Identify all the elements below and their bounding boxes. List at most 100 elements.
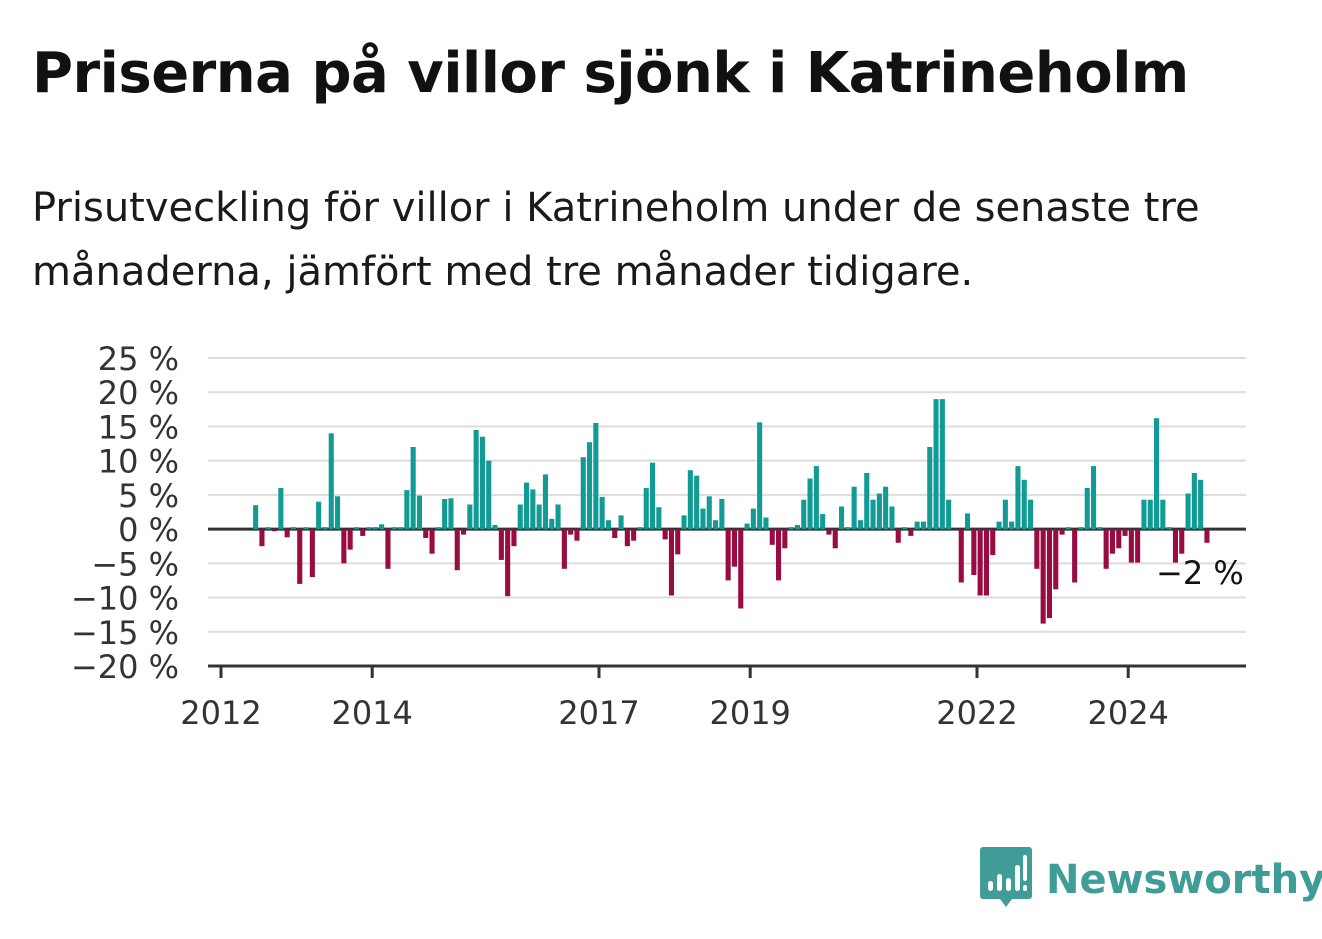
bar bbox=[404, 490, 410, 530]
bar bbox=[895, 529, 901, 543]
bar bbox=[524, 482, 530, 530]
bar bbox=[1185, 493, 1191, 530]
bar bbox=[643, 488, 649, 530]
chart-speech-bubble-icon bbox=[980, 846, 1032, 914]
bar bbox=[946, 499, 952, 530]
bar bbox=[1084, 488, 1090, 530]
bar bbox=[996, 521, 1002, 530]
bar bbox=[1015, 466, 1021, 530]
bar bbox=[568, 529, 574, 535]
bar bbox=[517, 504, 523, 530]
bar bbox=[990, 529, 996, 556]
bar bbox=[624, 529, 630, 547]
bar bbox=[347, 529, 353, 550]
bar bbox=[769, 529, 775, 545]
bar bbox=[839, 506, 845, 530]
bar bbox=[731, 529, 737, 567]
y-tick-label: −20 % bbox=[71, 648, 179, 686]
y-tick-label: 20 % bbox=[98, 374, 179, 412]
x-tick-label: 2012 bbox=[180, 694, 261, 730]
bar bbox=[750, 508, 756, 530]
bar bbox=[259, 529, 265, 547]
bar bbox=[763, 517, 769, 530]
bar bbox=[253, 505, 259, 530]
bar bbox=[486, 460, 492, 530]
bar bbox=[1191, 473, 1197, 530]
bar bbox=[902, 527, 908, 530]
bar bbox=[958, 529, 964, 583]
bar bbox=[631, 529, 637, 541]
bar bbox=[1141, 499, 1147, 530]
bar bbox=[605, 520, 611, 530]
chart-title: Priserna på villor sjönk i Katrineholm bbox=[32, 41, 1189, 106]
bar bbox=[1166, 527, 1172, 530]
bar bbox=[656, 507, 662, 530]
bar bbox=[511, 529, 517, 547]
bar bbox=[725, 529, 731, 581]
bar bbox=[284, 529, 290, 538]
bar bbox=[883, 486, 889, 530]
bar bbox=[612, 529, 618, 538]
bar bbox=[1021, 479, 1027, 530]
bar bbox=[498, 529, 504, 560]
bar bbox=[807, 478, 813, 530]
bar bbox=[1053, 529, 1059, 590]
bar bbox=[1009, 521, 1015, 530]
bar bbox=[713, 520, 719, 530]
bar bbox=[599, 496, 605, 530]
bar bbox=[335, 496, 341, 530]
bar bbox=[580, 457, 586, 530]
bar bbox=[461, 529, 467, 535]
bar bbox=[1154, 418, 1160, 530]
bar bbox=[278, 488, 284, 530]
bar bbox=[303, 527, 309, 530]
bar bbox=[574, 529, 580, 541]
bar bbox=[1091, 466, 1097, 530]
bar bbox=[618, 515, 624, 530]
y-tick-label: −5 % bbox=[91, 545, 179, 583]
newsworthy-logo: Newsworthy bbox=[980, 846, 1322, 914]
y-tick-label: 10 % bbox=[98, 443, 179, 481]
y-tick-label: −10 % bbox=[71, 580, 179, 618]
bar bbox=[435, 527, 441, 530]
bar bbox=[662, 529, 668, 540]
bar bbox=[650, 462, 656, 530]
bar bbox=[454, 529, 460, 571]
bar bbox=[1059, 529, 1065, 535]
bar bbox=[813, 466, 819, 530]
bar bbox=[536, 504, 542, 530]
gridlines bbox=[208, 357, 1246, 633]
bar bbox=[939, 399, 945, 530]
bar bbox=[983, 529, 989, 596]
bar bbox=[794, 525, 800, 530]
bar bbox=[391, 527, 397, 530]
x-tick-label: 2024 bbox=[1087, 694, 1168, 730]
bar bbox=[505, 529, 511, 597]
bar bbox=[1172, 529, 1178, 563]
bar bbox=[309, 529, 315, 577]
bar bbox=[265, 527, 271, 530]
bar bbox=[637, 527, 643, 530]
bar bbox=[467, 504, 473, 530]
bar bbox=[1198, 479, 1204, 530]
bar bbox=[1204, 529, 1210, 543]
bar bbox=[744, 523, 750, 530]
bar bbox=[587, 442, 593, 530]
bar bbox=[341, 529, 347, 564]
bar bbox=[857, 520, 863, 530]
bar bbox=[851, 486, 857, 530]
bar bbox=[832, 529, 838, 549]
bar bbox=[977, 529, 983, 596]
bar bbox=[1135, 529, 1141, 563]
y-tick-label: 15 % bbox=[98, 408, 179, 446]
bar bbox=[889, 506, 895, 530]
bar bbox=[914, 521, 920, 530]
y-tick-label: 25 % bbox=[98, 340, 179, 378]
bar bbox=[965, 513, 971, 530]
bar bbox=[738, 529, 744, 609]
bar bbox=[429, 529, 435, 554]
bar bbox=[1122, 529, 1128, 536]
bar bbox=[876, 493, 882, 530]
bar bbox=[1046, 529, 1052, 619]
bar bbox=[473, 429, 479, 530]
